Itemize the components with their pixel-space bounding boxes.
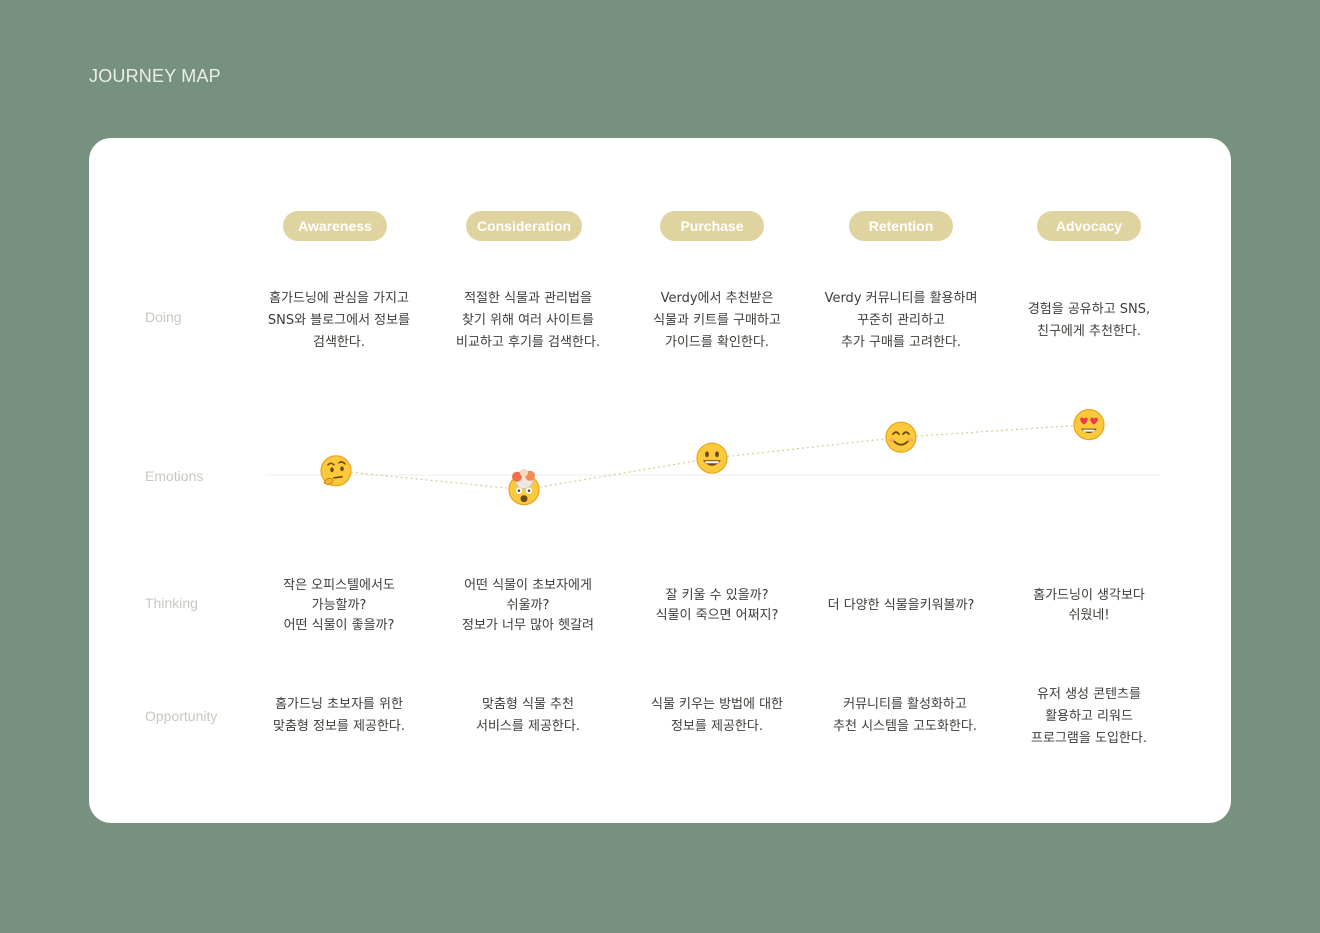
thinking-cell-consideration: 어떤 식물이 초보자에게 쉬울까? 정보가 너무 많아 헷갈려 xyxy=(462,578,594,633)
thinking-cell-purchase: 잘 키울 수 있을까? 식물이 죽으면 어쩌지? xyxy=(655,588,779,623)
stage-pill-awareness: Awareness xyxy=(283,211,387,241)
thinking-cell-retention: 더 다양한 식물을키워볼까? xyxy=(827,598,975,613)
stage-pill-advocacy: Advocacy xyxy=(1037,211,1141,241)
row-label-emotions: Emotions xyxy=(145,468,204,484)
row-label-thinking: Thinking xyxy=(145,595,198,611)
emotion-curve-line xyxy=(335,424,1090,491)
stage-pill-purchase: Purchase xyxy=(660,211,764,241)
stage-pill-retention: Retention xyxy=(849,211,953,241)
thinking-cell-awareness: 작은 오피스텔에서도 가능할까? 어떤 식물이 좋을까? xyxy=(283,578,395,633)
opportunity-cell-purchase: 식물 키우는 방법에 대한 정보를 제공한다. xyxy=(651,697,783,734)
row-label-doing: Doing xyxy=(145,309,182,325)
opportunity-cell-advocacy: 유저 생성 콘텐츠를 활용하고 리워드 프로그램을 도입한다. xyxy=(1031,687,1147,746)
opportunity-cell-consideration: 맞춤형 식물 추천 서비스를 제공한다. xyxy=(476,697,580,734)
journey-map-card: Doing Emotions Thinking Opportunity Awar… xyxy=(89,138,1231,823)
emotion-curve-chart xyxy=(266,409,1161,506)
row-label-opportunity: Opportunity xyxy=(145,708,218,724)
doing-cell-retention: Verdy 커뮤니티를 활용하며 꾸준히 관리하고 추가 구매를 고려한다. xyxy=(824,291,978,350)
exploding-head-emoji-icon xyxy=(508,468,540,506)
stage-pill-consideration: Consideration xyxy=(466,211,582,241)
doing-cell-purchase: Verdy에서 추천받은 식물과 키트를 구매하고 가이드를 확인한다. xyxy=(653,291,781,350)
thinking-cell-advocacy: 홈가드닝이 생각보다 쉬웠네! xyxy=(1033,588,1145,623)
doing-cell-advocacy: 경험을 공유하고 SNS, 친구에게 추천한다. xyxy=(1027,302,1151,339)
opportunity-cell-awareness: 홈가드닝 초보자를 위한 맞춤형 정보를 제공한다. xyxy=(273,697,405,734)
thinking-face-emoji-icon xyxy=(320,455,352,487)
heart-eyes-face-emoji-icon xyxy=(1073,409,1105,441)
grinning-face-emoji-icon xyxy=(696,442,728,474)
doing-cell-consideration: 적절한 식물과 관리법을 찾기 위해 여러 사이트를 비교하고 후기를 검색한다… xyxy=(456,291,600,350)
smiling-face-emoji-icon xyxy=(885,421,917,453)
page-title: JOURNEY MAP xyxy=(89,66,221,86)
doing-cell-awareness: 홈가드닝에 관심을 가지고 SNS와 블로그에서 정보를 검색한다. xyxy=(267,291,411,350)
opportunity-cell-retention: 커뮤니티를 활성화하고 추천 시스템을 고도화한다. xyxy=(833,697,977,734)
